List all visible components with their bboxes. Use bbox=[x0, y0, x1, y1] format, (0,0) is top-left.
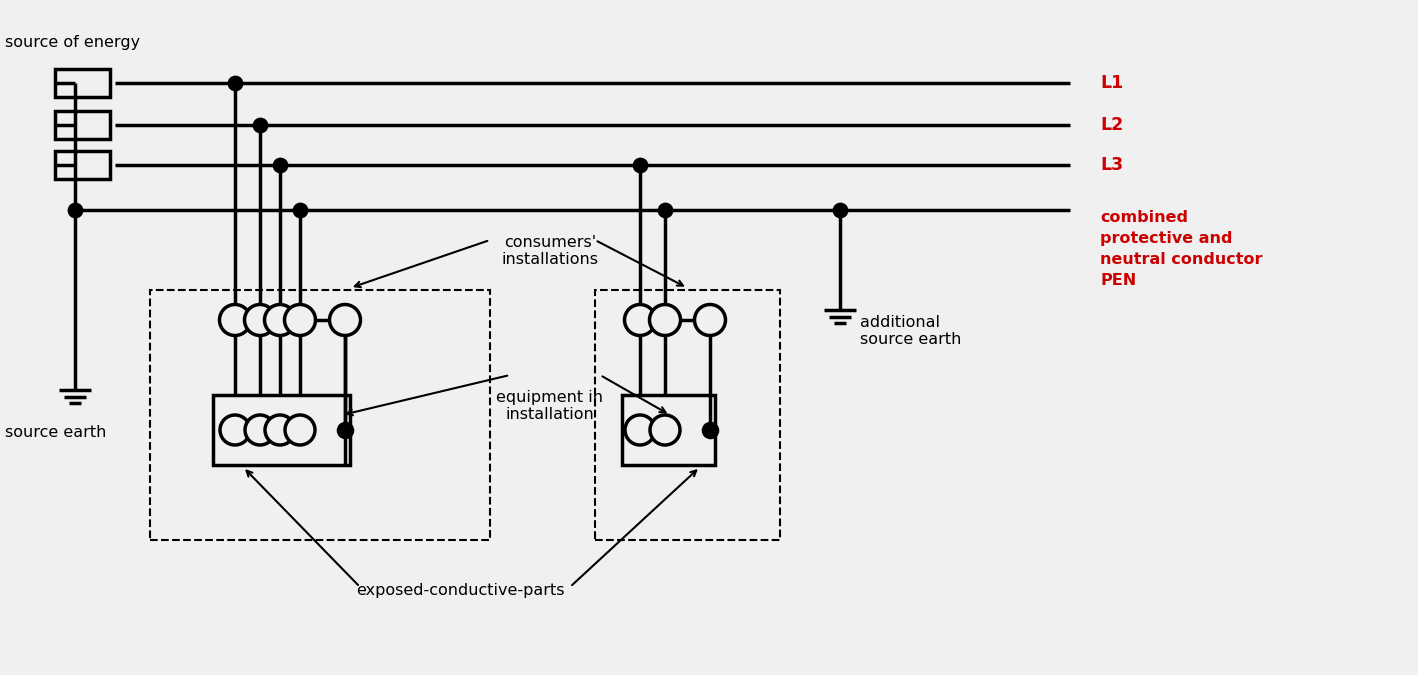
Text: source of energy: source of energy bbox=[6, 35, 140, 50]
Text: additional
source earth: additional source earth bbox=[859, 315, 961, 348]
Text: equipment in
installation: equipment in installation bbox=[496, 390, 604, 423]
Point bbox=[654, 205, 676, 215]
Text: L2: L2 bbox=[1100, 116, 1123, 134]
Bar bbox=[150, 290, 491, 540]
Bar bbox=[55, 69, 111, 97]
Point bbox=[699, 425, 722, 435]
Bar bbox=[596, 290, 780, 540]
Circle shape bbox=[265, 415, 295, 445]
Circle shape bbox=[220, 415, 250, 445]
Circle shape bbox=[624, 304, 655, 335]
Point bbox=[628, 159, 651, 170]
Point bbox=[828, 205, 851, 215]
Circle shape bbox=[695, 304, 726, 335]
Text: source earth: source earth bbox=[6, 425, 106, 440]
Text: L1: L1 bbox=[1100, 74, 1123, 92]
Bar bbox=[623, 395, 715, 465]
Point bbox=[64, 205, 86, 215]
Circle shape bbox=[625, 415, 655, 445]
Point bbox=[224, 78, 247, 88]
Bar bbox=[55, 151, 111, 179]
Circle shape bbox=[244, 304, 275, 335]
Text: L3: L3 bbox=[1100, 156, 1123, 174]
Circle shape bbox=[285, 415, 315, 445]
Bar bbox=[213, 395, 350, 465]
Text: combined
protective and
neutral conductor
PEN: combined protective and neutral conducto… bbox=[1100, 210, 1262, 288]
Circle shape bbox=[649, 415, 681, 445]
Point bbox=[248, 119, 271, 130]
Circle shape bbox=[220, 304, 251, 335]
Bar bbox=[55, 111, 111, 139]
Circle shape bbox=[329, 304, 360, 335]
Point bbox=[289, 205, 312, 215]
Point bbox=[333, 425, 356, 435]
Circle shape bbox=[245, 415, 275, 445]
Text: exposed-conductive-parts: exposed-conductive-parts bbox=[356, 583, 564, 597]
Circle shape bbox=[285, 304, 315, 335]
Text: consumers'
installations: consumers' installations bbox=[502, 235, 598, 267]
Circle shape bbox=[265, 304, 295, 335]
Point bbox=[268, 159, 291, 170]
Circle shape bbox=[649, 304, 681, 335]
